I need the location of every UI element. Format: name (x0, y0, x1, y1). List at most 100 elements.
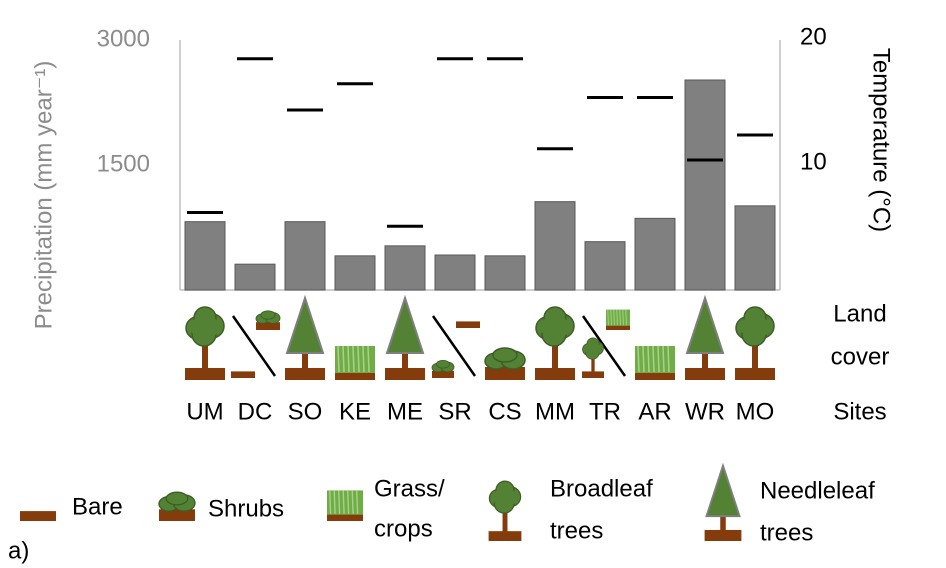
land-cover-label: Land (833, 300, 886, 327)
shrub-icon (158, 491, 196, 521)
grass-icon (635, 345, 675, 380)
icon-blade (652, 345, 655, 373)
bare-icon (456, 321, 480, 328)
bar (534, 201, 576, 291)
icon-blade (616, 309, 618, 326)
broadleaf-icon (582, 337, 604, 378)
icon-base (285, 368, 325, 380)
needle-icon (385, 294, 425, 380)
icon-blade (622, 309, 624, 326)
icon-base (385, 368, 425, 380)
shrub-icon (255, 310, 281, 330)
mix-slash (581, 315, 627, 377)
bar (384, 245, 426, 291)
icon-trunk (591, 357, 595, 372)
icon-base (432, 370, 454, 378)
icon-blade (647, 345, 650, 373)
legend-label: crops (374, 515, 433, 542)
y2-tick-label: 10 (800, 148, 827, 175)
y2-axis-label: Temperature (°C) (868, 48, 895, 232)
icon-blade (607, 309, 609, 326)
icon-base (335, 372, 375, 380)
x-tick-label: DC (238, 398, 273, 425)
bar (484, 255, 526, 291)
x-tick-label: UM (186, 398, 223, 425)
icon-base (456, 321, 480, 328)
icon-grass (606, 309, 630, 326)
legend-label: trees (550, 517, 603, 544)
icon-base (20, 511, 56, 521)
icon-blade (347, 345, 350, 373)
icon-shrub (260, 310, 276, 320)
x-tick-label: WR (685, 398, 725, 425)
needle-icon (685, 294, 725, 380)
icon-crown (685, 294, 725, 354)
icon-trunk (502, 509, 508, 532)
legend-label: Grass/ (374, 475, 445, 502)
bar (184, 221, 226, 291)
y-axis-label: Precipitation (mm year⁻¹) (30, 61, 57, 330)
icon-base (159, 509, 195, 521)
bar (434, 254, 476, 291)
icon-blade (333, 490, 336, 514)
icon-blade (667, 345, 670, 373)
grass-icon (335, 345, 375, 380)
icon-blade (642, 345, 645, 373)
icon-blade (367, 345, 370, 373)
bar (734, 205, 776, 291)
icon-blade (352, 345, 355, 373)
broadleaf-icon (488, 480, 522, 541)
legend-label: trees (760, 519, 813, 546)
broadleaf-icon (735, 306, 775, 380)
icon-blade (351, 490, 354, 514)
icon-blade (329, 490, 332, 514)
broadleaf-icon (535, 306, 575, 380)
legend-label: Needleleaf (760, 477, 875, 504)
icon-base (704, 529, 742, 541)
icon-crown (705, 462, 741, 518)
icon-base (735, 368, 775, 380)
bar (584, 241, 626, 291)
icon-trunk (720, 513, 726, 532)
icon-blade (342, 345, 345, 373)
bar (284, 221, 326, 291)
needle-icon (704, 462, 742, 541)
panel-label: a) (8, 537, 29, 564)
bare-icon (231, 371, 255, 378)
icon-blade (347, 490, 350, 514)
x-tick-label: TR (589, 398, 621, 425)
x-tick-label: SR (438, 398, 471, 425)
icon-blade (619, 309, 621, 326)
x-tick-label: MO (736, 398, 775, 425)
icon-base (635, 372, 675, 380)
x-tick-label: KE (339, 398, 371, 425)
grass-icon (606, 309, 630, 330)
x-tick-label: CS (488, 398, 521, 425)
icon-base (231, 371, 255, 378)
icon-blade (342, 490, 345, 514)
y-tick-label: 3000 (97, 25, 150, 52)
icon-shrub (165, 491, 189, 506)
icon-crown (385, 294, 425, 354)
mix-slash (231, 315, 277, 377)
legend-label: Bare (72, 493, 123, 520)
icon-crown (540, 316, 570, 338)
x-tick-label: ME (387, 398, 423, 425)
icon-trunk (202, 342, 208, 369)
icon-blade (338, 490, 341, 514)
icon-trunk (702, 350, 708, 370)
icon-base (582, 371, 604, 378)
icon-blade (657, 345, 660, 373)
sites-label: Sites (833, 398, 886, 425)
icon-blade (625, 309, 627, 326)
icon-blade (613, 309, 615, 326)
icon-blade (356, 490, 359, 514)
icon-crown (190, 316, 220, 338)
icon-blade (610, 309, 612, 326)
icon-crown (584, 342, 602, 355)
broadleaf-icon (185, 306, 225, 380)
y2-tick-label: 20 (800, 23, 827, 50)
shrub-icon (484, 347, 526, 380)
icon-trunk (302, 350, 308, 370)
